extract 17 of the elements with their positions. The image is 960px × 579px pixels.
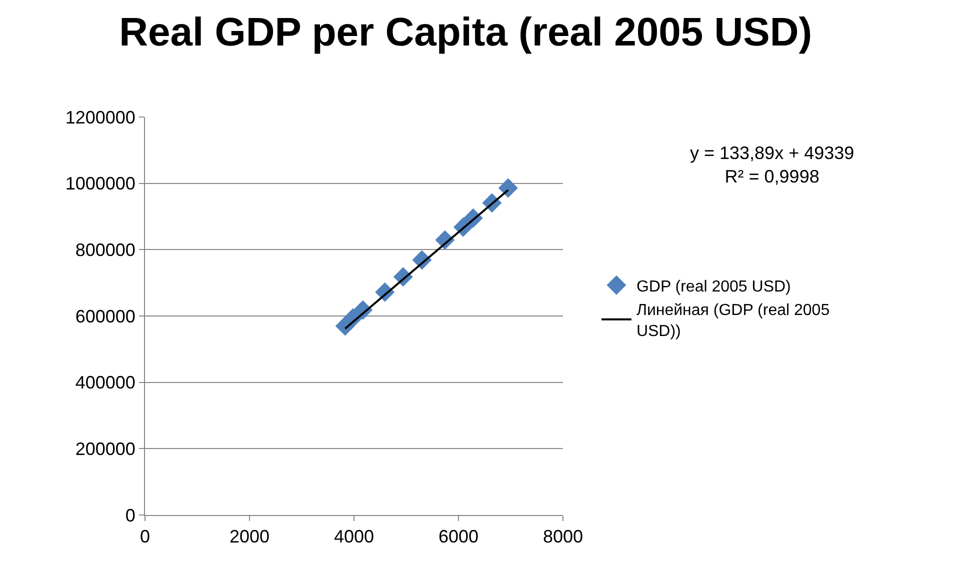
y-tick-label: 1200000 xyxy=(65,107,136,128)
chart-title: Real GDP per Capita (real 2005 USD) xyxy=(119,10,812,54)
legend-label: GDP (real 2005 USD) xyxy=(636,278,791,296)
x-tick-label: 0 xyxy=(140,526,150,547)
y-tick-label: 1000000 xyxy=(65,174,136,194)
y-tick-label: 200000 xyxy=(75,438,136,459)
y-tick-label: 600000 xyxy=(75,306,136,326)
x-tick-label: 6000 xyxy=(438,526,479,547)
x-tick-label: 8000 xyxy=(542,526,584,547)
y-tick-label: 800000 xyxy=(75,240,136,260)
legend-label: Линейная (GDP (real 2005 USD)) xyxy=(636,302,830,340)
point xyxy=(498,178,518,198)
y-tick-label: 400000 xyxy=(75,372,136,393)
text: y = 133,89x + 49339 R² = 0,9998 xyxy=(690,143,854,186)
x-tick-label: 2000 xyxy=(229,526,270,547)
x-tick-label: 4000 xyxy=(334,526,374,547)
y-tick-label: 0 xyxy=(125,505,136,526)
